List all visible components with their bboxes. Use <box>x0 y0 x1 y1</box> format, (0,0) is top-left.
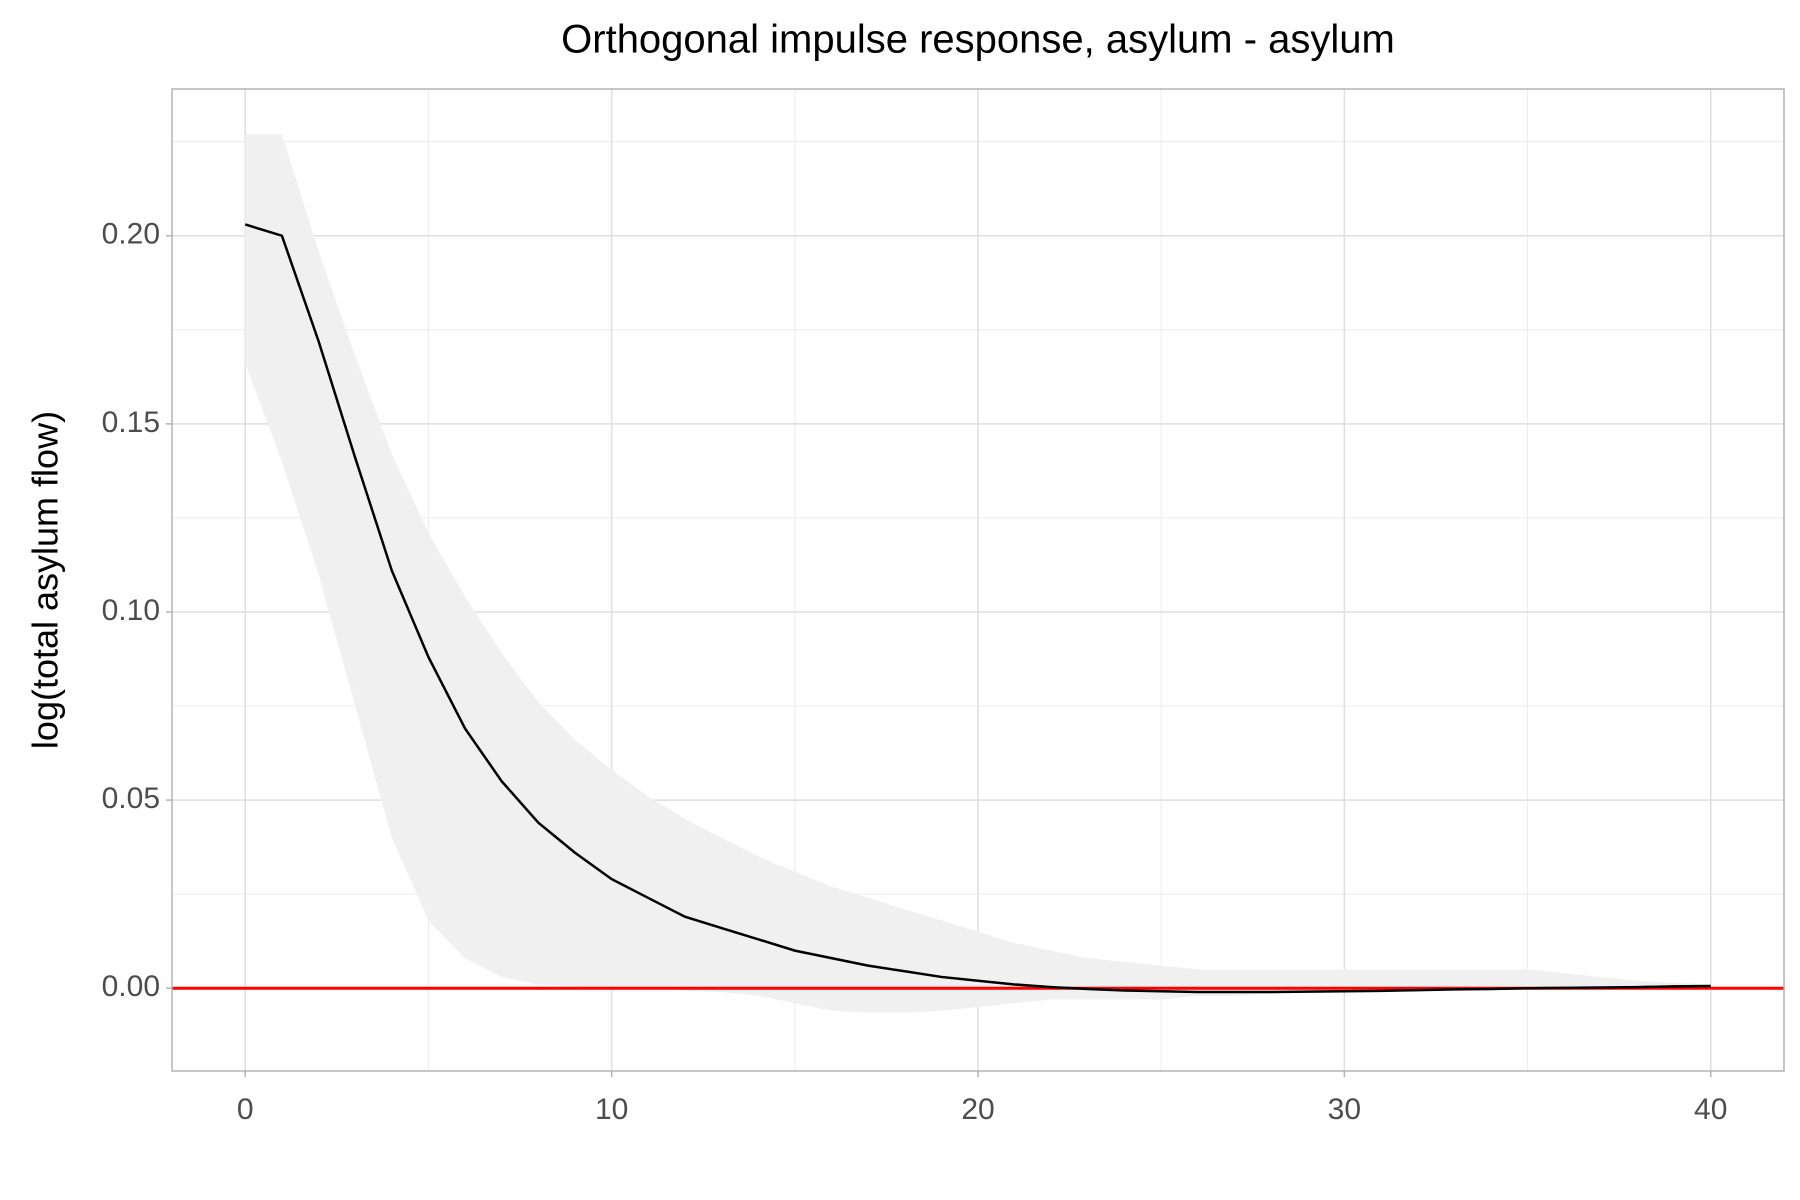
panel-border <box>171 88 1785 1072</box>
y-tick-label: 0.15 <box>102 406 160 439</box>
y-axis-label: log(total asylum flow) <box>25 411 66 749</box>
response-line <box>244 223 1711 994</box>
y-tick-label: 0.10 <box>102 594 160 627</box>
x-tick-label: 40 <box>1694 1093 1727 1126</box>
x-tick-label: 20 <box>961 1093 994 1126</box>
x-tick-label: 0 <box>237 1093 254 1126</box>
y-tick-label: 0.05 <box>102 782 160 815</box>
y-tick-label: 0.20 <box>102 218 160 251</box>
x-tick-label: 10 <box>595 1093 628 1126</box>
confidence-band <box>245 134 1711 1013</box>
x-tick-label: 30 <box>1328 1093 1361 1126</box>
y-tick-label: 0.00 <box>102 970 160 1003</box>
chart-title: Orthogonal impulse response, asylum - as… <box>561 18 1395 62</box>
